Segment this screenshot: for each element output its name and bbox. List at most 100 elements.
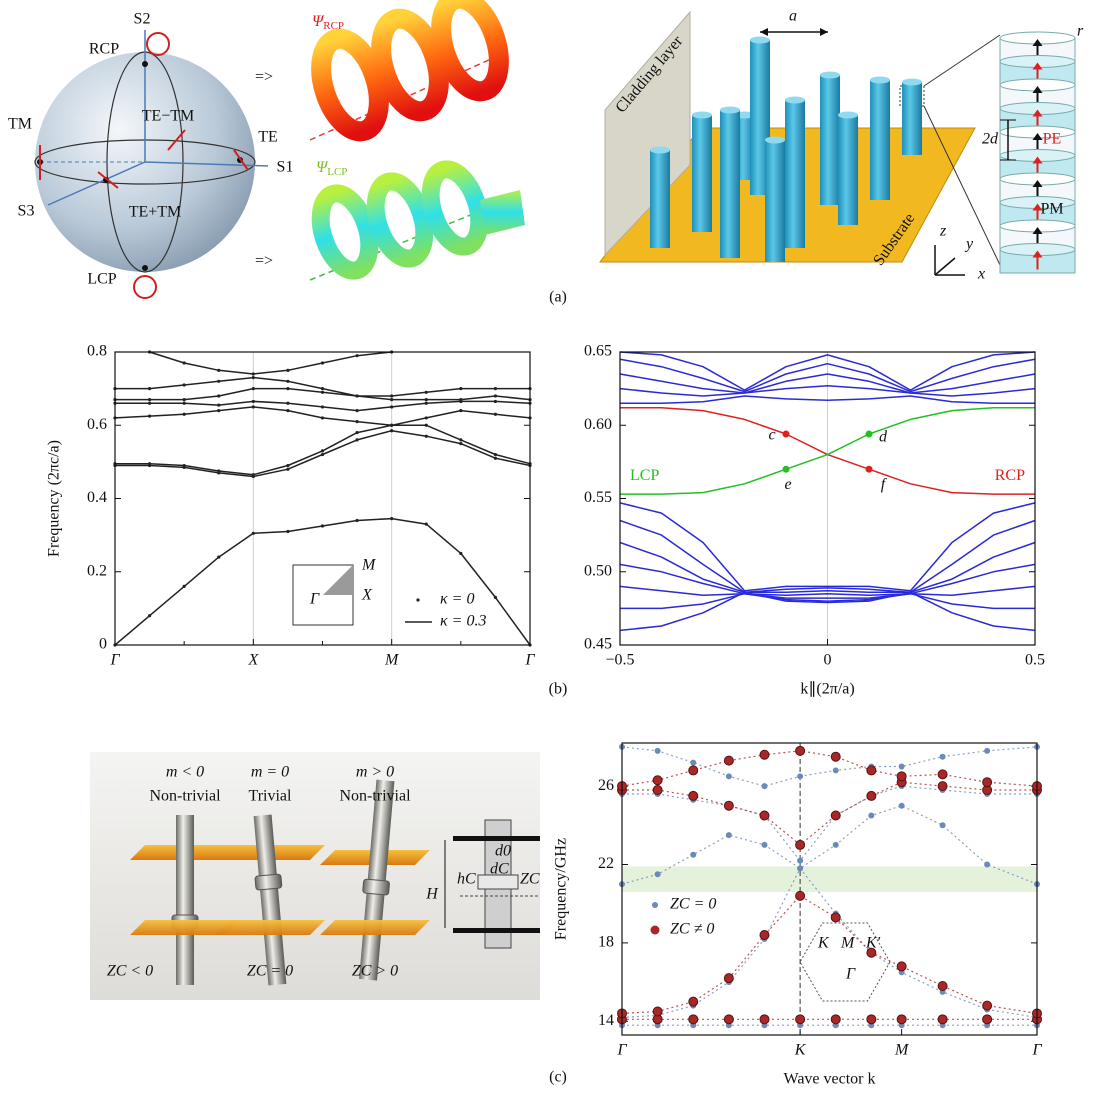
band-trace xyxy=(622,785,1037,862)
band-line xyxy=(114,517,531,646)
label: d0 xyxy=(495,843,511,860)
plot-frame xyxy=(621,742,1038,1036)
caption: (b) xyxy=(549,681,568,698)
data-dot xyxy=(939,822,946,829)
data-dot xyxy=(896,961,907,972)
spin-head xyxy=(1032,109,1043,117)
spin-head xyxy=(1032,39,1043,46)
data-dot xyxy=(939,753,946,760)
band-line xyxy=(619,563,1036,596)
data-dot xyxy=(832,841,839,848)
label: a xyxy=(789,8,797,25)
data-dot xyxy=(896,771,907,782)
data-dot xyxy=(797,857,804,864)
psi-label: ΨRCP xyxy=(312,13,344,32)
data-dot xyxy=(795,745,806,756)
pillar xyxy=(650,150,670,248)
label: LCP xyxy=(87,271,116,288)
legend-marker xyxy=(652,902,658,908)
label: Non-trivial xyxy=(149,788,221,805)
schematic-plate xyxy=(453,836,540,841)
legend-marker xyxy=(416,598,420,602)
chart: 0.45 0.50 0.55 0.60 0.65 −0.5 0 0.5 RCP LCP c d e f k∥… xyxy=(584,343,1045,698)
band-line xyxy=(619,373,1036,394)
inset-label: K xyxy=(817,935,830,952)
data-dot xyxy=(761,841,768,848)
pillar-top xyxy=(720,106,740,114)
band-line xyxy=(619,591,1036,632)
data-dot xyxy=(937,1014,948,1025)
data-dot xyxy=(759,810,770,821)
legend-label: κ = 0 xyxy=(440,591,474,608)
label: m = 0 xyxy=(251,764,289,781)
band-line xyxy=(114,406,531,427)
point-label: f xyxy=(881,476,888,493)
plot-frame xyxy=(114,351,531,646)
pillar-top xyxy=(692,111,712,119)
label: dC xyxy=(490,861,509,878)
band-line xyxy=(115,387,531,401)
pillar-top xyxy=(870,76,890,84)
band-line xyxy=(620,592,1035,610)
series-label: LCP xyxy=(630,467,659,484)
band-line xyxy=(619,384,1036,397)
data-dot xyxy=(937,981,948,992)
label: TE−TM xyxy=(142,108,195,125)
data-dot xyxy=(652,775,663,786)
band-gap xyxy=(622,866,1037,892)
data-dot xyxy=(759,930,770,941)
poincare-sphere: S2 RCP TM TE−TM TE S1 S3 TE+TM LCP xyxy=(8,11,294,299)
data-dot xyxy=(866,765,877,776)
legend-label: κ = 0.3 xyxy=(440,613,486,630)
y-tick-label: 26 xyxy=(598,777,614,794)
band-line xyxy=(619,585,1036,599)
marked-point xyxy=(865,430,873,438)
data-dot xyxy=(797,773,804,780)
point-label: c xyxy=(768,427,775,444)
band-trace xyxy=(621,805,1038,885)
subscript: RCP xyxy=(323,20,344,32)
point-label: e xyxy=(784,476,791,493)
data-dot xyxy=(982,1000,993,1011)
spin-head xyxy=(1032,180,1043,187)
band-line xyxy=(619,502,1036,592)
spin-head xyxy=(1032,62,1043,70)
label: S2 xyxy=(134,11,151,28)
data-dot xyxy=(896,1014,907,1025)
data-dot xyxy=(830,1014,841,1025)
data-dot xyxy=(761,783,768,790)
caption: (c) xyxy=(549,1069,567,1086)
data-dot xyxy=(830,912,841,923)
data-dot xyxy=(866,947,877,958)
data-dot xyxy=(654,747,661,754)
y-tick-label: 0.4 xyxy=(87,489,107,506)
label: r xyxy=(1077,23,1084,40)
pillar-top xyxy=(785,96,805,104)
y-tick-label: 0.60 xyxy=(584,416,612,433)
label: PM xyxy=(1040,201,1063,218)
x-tick-label: M xyxy=(384,652,400,669)
band-line xyxy=(619,519,1036,594)
psi-label: ΨLCP xyxy=(316,159,347,178)
y-tick-label: 0.50 xyxy=(584,562,612,579)
data-dot xyxy=(690,851,697,858)
spin-head xyxy=(1032,203,1043,211)
pillar xyxy=(870,80,890,200)
data-dot xyxy=(759,749,770,760)
axis-label: x xyxy=(977,266,985,283)
inset-hexagon xyxy=(799,922,891,1002)
pillar-top xyxy=(765,136,785,144)
pillar-lattice: Cladding layer a Substrate z y x r 2d PE… xyxy=(599,8,1084,283)
pillar xyxy=(785,100,805,248)
schematic-collar xyxy=(477,874,519,890)
x-tick-label: Γ xyxy=(616,1042,627,1059)
arrow-label: => xyxy=(255,69,273,86)
spin-head xyxy=(1032,133,1043,140)
data-dot xyxy=(795,1014,806,1025)
data-dot xyxy=(937,781,948,792)
label: S1 xyxy=(277,159,294,176)
band-line xyxy=(620,406,1035,495)
